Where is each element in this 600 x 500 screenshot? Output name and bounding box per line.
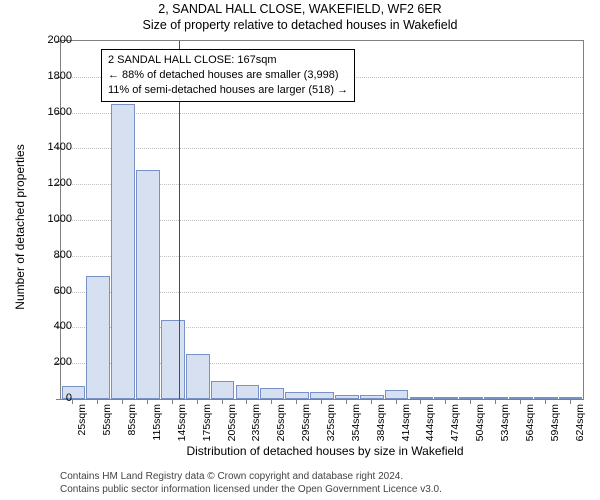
histogram-bar — [385, 390, 409, 399]
x-tick-mark — [246, 399, 247, 404]
credit-line-2: Contains public sector information licen… — [60, 483, 442, 496]
histogram-bar — [111, 104, 135, 399]
credits: Contains HM Land Registry data © Crown c… — [60, 470, 442, 496]
histogram-bar — [509, 397, 533, 399]
chart-address-title: 2, SANDAL HALL CLOSE, WAKEFIELD, WF2 6ER — [0, 2, 600, 16]
credit-line-1: Contains HM Land Registry data © Crown c… — [60, 470, 442, 483]
y-tick-label: 400 — [32, 320, 72, 332]
x-tick-label: 265sqm — [275, 404, 287, 441]
x-tick-mark — [222, 399, 223, 404]
x-tick-mark — [396, 399, 397, 404]
x-tick-mark — [371, 399, 372, 404]
x-tick-label: 85sqm — [126, 404, 138, 436]
histogram-bar — [236, 385, 260, 399]
annotation-line: ← 88% of detached houses are smaller (3,… — [108, 68, 348, 83]
x-tick-label: 325sqm — [325, 404, 337, 441]
x-tick-mark — [545, 399, 546, 404]
x-tick-label: 25sqm — [76, 404, 88, 436]
histogram-bar — [285, 392, 309, 399]
histogram-bar — [310, 392, 334, 399]
y-tick-label: 200 — [32, 356, 72, 368]
x-tick-mark — [520, 399, 521, 404]
x-tick-label: 414sqm — [400, 404, 412, 441]
x-tick-label: 115sqm — [151, 404, 163, 441]
x-tick-mark — [271, 399, 272, 404]
histogram-bar — [86, 276, 110, 400]
x-tick-mark — [296, 399, 297, 404]
y-tick-label: 1000 — [32, 213, 72, 225]
x-tick-label: 354sqm — [350, 404, 362, 441]
annotation-line: 2 SANDAL HALL CLOSE: 167sqm — [108, 53, 348, 68]
x-tick-label: 384sqm — [375, 404, 387, 441]
grid-line — [61, 148, 583, 149]
x-axis-label: Distribution of detached houses by size … — [60, 444, 590, 458]
y-tick-label: 1800 — [32, 70, 72, 82]
x-tick-label: 564sqm — [524, 404, 536, 441]
x-tick-label: 444sqm — [424, 404, 436, 441]
histogram-bar — [335, 395, 359, 399]
plot-area: 2 SANDAL HALL CLOSE: 167sqm← 88% of deta… — [60, 40, 584, 400]
x-tick-mark — [346, 399, 347, 404]
y-tick-label: 1400 — [32, 141, 72, 153]
x-tick-label: 534sqm — [499, 404, 511, 441]
x-tick-label: 235sqm — [250, 404, 262, 441]
histogram-bar — [360, 395, 384, 399]
x-tick-label: 295sqm — [300, 404, 312, 441]
histogram-bar — [136, 170, 160, 399]
annotation-line: 11% of semi-detached houses are larger (… — [108, 83, 348, 98]
y-tick-label: 600 — [32, 285, 72, 297]
y-tick-label: 800 — [32, 249, 72, 261]
grid-line — [61, 113, 583, 114]
x-tick-mark — [97, 399, 98, 404]
x-tick-label: 504sqm — [474, 404, 486, 441]
x-tick-label: 624sqm — [574, 404, 586, 441]
chart-subtitle: Size of property relative to detached ho… — [0, 18, 600, 32]
x-tick-mark — [122, 399, 123, 404]
y-tick-label: 1600 — [32, 106, 72, 118]
histogram-bar — [186, 354, 210, 399]
x-tick-label: 474sqm — [449, 404, 461, 441]
x-tick-mark — [197, 399, 198, 404]
x-tick-label: 55sqm — [101, 404, 113, 436]
x-tick-label: 205sqm — [226, 404, 238, 441]
histogram-bar — [211, 381, 235, 399]
x-tick-mark — [445, 399, 446, 404]
y-tick-label: 1200 — [32, 177, 72, 189]
x-tick-mark — [147, 399, 148, 404]
annotation-box: 2 SANDAL HALL CLOSE: 167sqm← 88% of deta… — [101, 49, 355, 102]
x-tick-label: 145sqm — [176, 404, 188, 441]
x-tick-label: 175sqm — [201, 404, 213, 441]
y-tick-label: 2000 — [32, 34, 72, 46]
y-tick-label: 0 — [32, 392, 72, 404]
x-tick-mark — [72, 399, 73, 404]
y-axis-label: Number of detached properties — [13, 67, 27, 387]
x-tick-label: 594sqm — [549, 404, 561, 441]
histogram-bar — [260, 388, 284, 399]
x-tick-mark — [420, 399, 421, 404]
x-tick-mark — [495, 399, 496, 404]
histogram-bar — [161, 320, 185, 399]
x-tick-mark — [470, 399, 471, 404]
x-tick-mark — [570, 399, 571, 404]
x-tick-mark — [321, 399, 322, 404]
x-tick-mark — [172, 399, 173, 404]
histogram-bar — [534, 397, 558, 399]
